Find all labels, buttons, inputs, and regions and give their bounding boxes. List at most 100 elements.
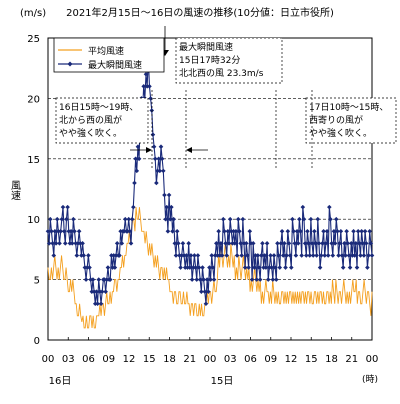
data-point [278, 241, 284, 246]
data-point [298, 228, 303, 234]
data-point [92, 301, 98, 307]
chart-title: 2021年2月15日～16日の風速の推移(10分値：日立市役所) [66, 6, 334, 19]
x-tick-label: 12 [285, 354, 298, 365]
data-point [159, 156, 165, 162]
data-point [45, 228, 51, 234]
x-tick-label: 03 [62, 354, 75, 365]
data-point [272, 265, 278, 270]
data-point [107, 277, 113, 282]
data-point [73, 241, 78, 246]
data-point [256, 265, 262, 270]
data-point [264, 241, 270, 246]
data-point [98, 301, 104, 307]
data-point [60, 204, 66, 210]
data-point [242, 265, 248, 270]
data-point [212, 253, 218, 258]
data-point [211, 277, 217, 282]
data-point [121, 228, 127, 234]
data-point [187, 265, 193, 270]
data-point [279, 228, 285, 234]
data-point [53, 241, 59, 246]
data-point [267, 265, 272, 270]
y-tick-label: 10 [27, 215, 40, 226]
data-point [290, 216, 295, 222]
data-point [196, 265, 202, 270]
data-point [172, 241, 178, 246]
data-point [328, 216, 333, 222]
data-point [318, 253, 324, 258]
data-point [136, 156, 142, 162]
data-point [126, 216, 132, 222]
data-point [68, 228, 74, 234]
data-point [259, 253, 264, 258]
data-point [336, 253, 341, 258]
x-axis-unit: (時) [362, 374, 378, 385]
data-point [113, 253, 119, 258]
data-point [152, 156, 158, 162]
data-point [127, 228, 133, 234]
data-point [333, 216, 339, 222]
data-point [90, 277, 96, 282]
data-point [331, 228, 337, 234]
data-point [49, 228, 54, 234]
data-point [57, 241, 62, 246]
data-point [220, 216, 226, 222]
data-point [200, 265, 205, 270]
data-point [343, 253, 348, 258]
data-point [345, 241, 351, 246]
data-point [99, 289, 105, 294]
data-point [217, 253, 223, 258]
data-point [306, 241, 311, 246]
data-point [354, 265, 360, 270]
data-point [48, 216, 53, 222]
data-point [338, 228, 344, 234]
data-point [222, 228, 227, 234]
data-point [214, 241, 219, 246]
data-point [340, 265, 346, 270]
data-point [79, 253, 84, 258]
data-point [165, 228, 171, 234]
data-point [360, 241, 366, 246]
data-point [229, 228, 234, 234]
data-point [89, 289, 95, 294]
data-point [154, 180, 159, 186]
data-point [109, 253, 114, 258]
data-point [148, 96, 153, 101]
data-point [86, 253, 91, 258]
data-point [82, 265, 88, 270]
data-point [195, 253, 201, 258]
annotation-text: 北から西の風が [59, 114, 122, 126]
series-max-gust [45, 56, 375, 307]
data-point [51, 253, 57, 258]
data-point [237, 228, 242, 234]
data-point [75, 241, 81, 246]
data-point [97, 289, 103, 294]
data-point [286, 241, 292, 246]
data-point [307, 253, 313, 258]
data-point [361, 253, 367, 258]
data-point [83, 277, 89, 282]
data-point [143, 71, 149, 77]
data-point [344, 228, 349, 234]
data-point [74, 253, 80, 258]
data-point [103, 289, 108, 294]
x-tick-label: 06 [244, 354, 257, 365]
legend-marker [67, 61, 73, 67]
data-point [369, 253, 375, 258]
data-point [190, 265, 196, 270]
data-point [321, 228, 326, 234]
data-point [105, 265, 111, 270]
data-point [329, 241, 334, 246]
axis-layer: 0 5 10 15 20 25 00 03 06 09 12 15 18 21 00 03 06 09 12 15 18… [27, 34, 378, 387]
data-point [175, 241, 181, 246]
data-point [177, 253, 182, 258]
data-point [72, 228, 77, 234]
data-point [322, 253, 328, 258]
data-point [310, 253, 316, 258]
data-point [208, 277, 213, 282]
series-layer [45, 56, 375, 329]
data-point [197, 277, 203, 282]
